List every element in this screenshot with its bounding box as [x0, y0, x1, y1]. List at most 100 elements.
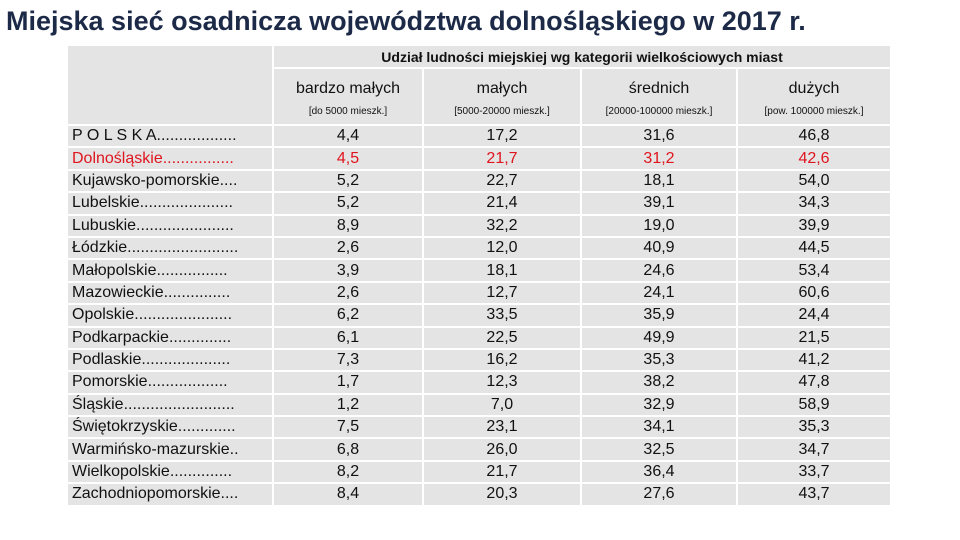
- value-cell: 53,4: [735, 258, 893, 283]
- value-cell: 18,1: [422, 258, 582, 283]
- value-cell: 35,3: [735, 415, 893, 440]
- region-label: Kujawsko-pomorskie....: [66, 168, 274, 194]
- data-table: Udział ludności miejskiej wg kategorii w…: [66, 44, 893, 507]
- value-cell: 60,6: [735, 280, 893, 306]
- region-label: Lubelskie.....................: [66, 191, 274, 216]
- column-name: małych: [476, 80, 528, 97]
- value-cell: 42,6: [735, 146, 893, 171]
- value-cell: 38,2: [580, 370, 738, 395]
- value-cell: 12,0: [422, 235, 582, 261]
- value-cell: 17,2: [422, 123, 582, 149]
- value-cell: 39,9: [735, 213, 893, 238]
- value-cell: 8,2: [272, 459, 424, 485]
- region-label: Małopolskie................: [66, 258, 274, 283]
- value-cell: 5,2: [272, 168, 424, 194]
- value-cell: 8,4: [272, 482, 424, 507]
- table-row: Mazowieckie............... 2,6 12,7 24,1 60,…: [66, 280, 893, 306]
- value-cell: 49,9: [580, 325, 738, 350]
- region-label: Pomorskie..................: [66, 370, 274, 395]
- value-cell: 34,7: [735, 437, 893, 462]
- region-label: Śląskie.........................: [66, 392, 274, 418]
- table-row: Podkarpackie.............. 6,1 22,5 49,9 21,…: [66, 325, 893, 350]
- value-cell: 21,7: [422, 146, 582, 171]
- value-cell: 27,6: [580, 482, 738, 507]
- value-cell: 1,7: [272, 370, 424, 395]
- value-cell: 2,6: [272, 280, 424, 306]
- value-cell: 41,2: [735, 347, 893, 373]
- value-cell: 4,4: [272, 123, 424, 149]
- value-cell: 39,1: [580, 191, 738, 216]
- column-header: małych [5000-20000 mieszk.]: [422, 67, 582, 126]
- value-cell: 21,5: [735, 325, 893, 350]
- value-cell: 18,1: [580, 168, 738, 194]
- value-cell: 19,0: [580, 213, 738, 238]
- value-cell: 6,1: [272, 325, 424, 350]
- region-label: Warmińsko-mazurskie..: [66, 437, 274, 462]
- table-row: Śląskie......................... 1,2 7,0 32…: [66, 392, 893, 418]
- value-cell: 1,2: [272, 392, 424, 418]
- value-cell: 40,9: [580, 235, 738, 261]
- value-cell: 23,1: [422, 415, 582, 440]
- value-cell: 33,7: [735, 459, 893, 485]
- value-cell: 21,7: [422, 459, 582, 485]
- value-cell: 12,7: [422, 280, 582, 306]
- value-cell: 5,2: [272, 191, 424, 216]
- table-row: P O L S K A.................. 4,4 17,2 31,6…: [66, 123, 893, 149]
- table-row: Opolskie...................... 6,2 33,5 35,…: [66, 303, 893, 328]
- value-cell: 36,4: [580, 459, 738, 485]
- value-cell: 22,7: [422, 168, 582, 194]
- value-cell: 31,2: [580, 146, 738, 171]
- region-label: Lubuskie......................: [66, 213, 274, 238]
- value-cell: 54,0: [735, 168, 893, 194]
- value-cell: 35,3: [580, 347, 738, 373]
- page-title: Miejska sieć osadnicza województwa dolno…: [6, 6, 806, 36]
- value-cell: 6,8: [272, 437, 424, 462]
- value-cell: 7,3: [272, 347, 424, 373]
- value-cell: 32,2: [422, 213, 582, 238]
- value-cell: 31,6: [580, 123, 738, 149]
- table-row: Pomorskie.................. 1,7 12,3 38,2 47…: [66, 370, 893, 395]
- value-cell: 4,5: [272, 146, 424, 171]
- value-cell: 24,6: [580, 258, 738, 283]
- column-range: [5000-20000 mieszk.]: [454, 106, 550, 117]
- table-row: Podlaskie.................... 7,3 16,2 35,3…: [66, 347, 893, 373]
- table-row: Świętokrzyskie............. 7,5 23,1 34,1 35…: [66, 415, 893, 440]
- corner-cell: [66, 44, 274, 126]
- value-cell: 20,3: [422, 482, 582, 507]
- value-cell: 7,0: [422, 392, 582, 418]
- value-cell: 44,5: [735, 235, 893, 261]
- table-row: Lubuskie...................... 8,9 32,2 19,…: [66, 213, 893, 238]
- value-cell: 35,9: [580, 303, 738, 328]
- value-cell: 22,5: [422, 325, 582, 350]
- value-cell: 6,2: [272, 303, 424, 328]
- column-name: średnich: [628, 80, 690, 97]
- value-cell: 34,3: [735, 191, 893, 216]
- table-row: Małopolskie................ 3,9 18,1 24,6 53…: [66, 258, 893, 283]
- region-label: Dolnośląskie................: [66, 146, 274, 171]
- table-row: Warmińsko-mazurskie.. 6,8 26,0 32,5 34,7: [66, 437, 893, 462]
- table-row: Lubelskie..................... 5,2 21,4 39,…: [66, 191, 893, 216]
- value-cell: 33,5: [422, 303, 582, 328]
- region-label: Mazowieckie...............: [66, 280, 274, 306]
- value-cell: 3,9: [272, 258, 424, 283]
- column-range: [do 5000 mieszk.]: [308, 106, 388, 117]
- value-cell: 8,9: [272, 213, 424, 238]
- column-header: dużych [pow. 100000 mieszk.]: [735, 67, 893, 126]
- region-label: Zachodniopomorskie....: [66, 482, 274, 507]
- table-row: Kujawsko-pomorskie.... 5,2 22,7 18,1 54,0: [66, 168, 893, 194]
- value-cell: 7,5: [272, 415, 424, 440]
- value-cell: 46,8: [735, 123, 893, 149]
- value-cell: 32,9: [580, 392, 738, 418]
- value-cell: 12,3: [422, 370, 582, 395]
- table-row: Wielkopolskie.............. 8,2 21,7 36,4 33…: [66, 459, 893, 485]
- region-label: Świętokrzyskie.............: [66, 415, 274, 440]
- value-cell: 32,5: [580, 437, 738, 462]
- region-label: P O L S K A..................: [66, 123, 274, 149]
- table-row: Łódzkie......................... 2,6 12,0 4…: [66, 235, 893, 261]
- column-header: bardzo małych [do 5000 mieszk.]: [272, 67, 424, 126]
- value-cell: 24,4: [735, 303, 893, 328]
- column-header: średnich [20000-100000 mieszk.]: [580, 67, 738, 126]
- value-cell: 47,8: [735, 370, 893, 395]
- value-cell: 16,2: [422, 347, 582, 373]
